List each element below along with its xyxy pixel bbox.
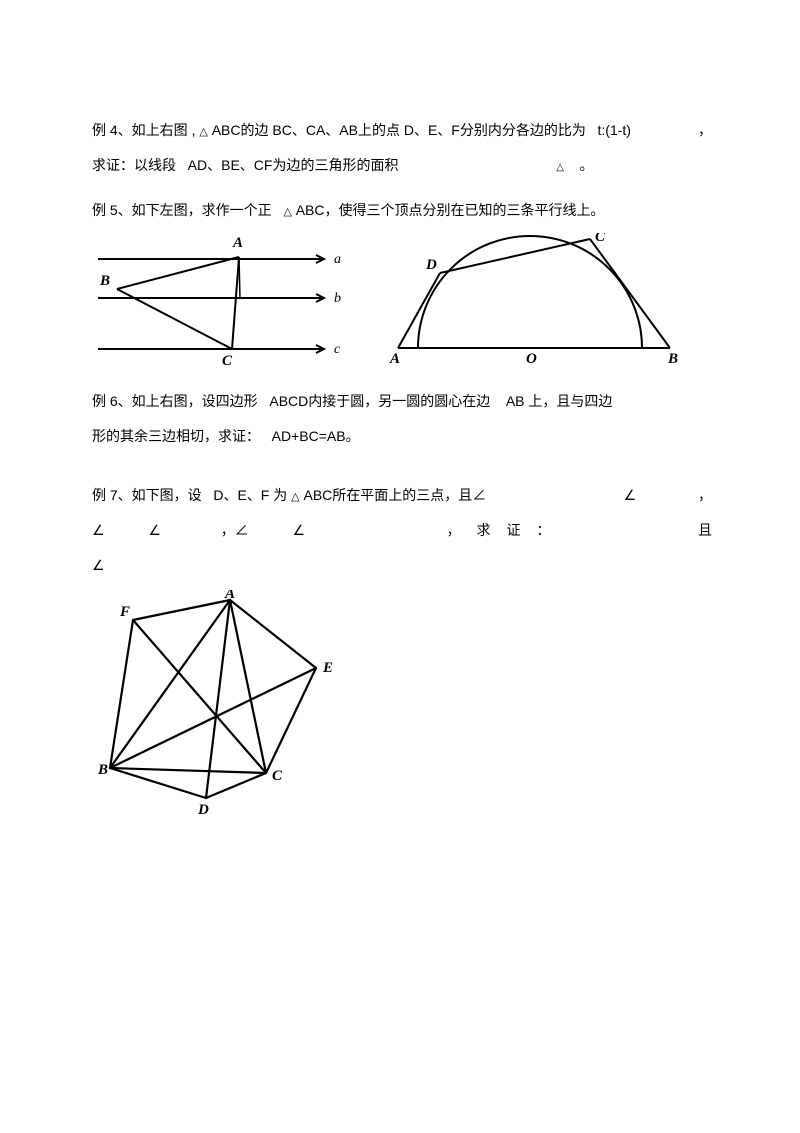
ex5-l1-c: ABC，使得三个顶点分别在已知的三条平行线上。 [296,202,605,218]
ex4-l2-a: 求证：以线段 [92,157,176,173]
ex7-l2-a: ∠ [92,522,105,538]
figure-row-1: A B C a b c A [92,233,712,368]
figure-hexagon: A B C D E F [98,590,712,820]
ex7-l2-f: 且 [698,522,712,538]
ex4-l2-c: △ [556,162,564,173]
ex7-l1-d: ABC所在平面上的三点，且∠ [304,487,487,503]
ex6-l2-b: AD+BC=AB。 [272,428,360,444]
ex4-l1-a: 例 4、如上右图 , [92,122,195,138]
ex7-l1-e: ∠ [624,487,637,503]
figure-semicircle-quad: A B O D C [380,233,688,368]
ex7-line1: 例 7、如下图，设 D、E、F 为 △ ABC所在平面上的三点，且∠ ∠ ， [92,480,712,511]
ex7-l1-a: 例 7、如下图，设 [92,487,202,503]
fig3-label-C: C [272,768,283,784]
ex6-line1: 例 6、如上右图，设四边形 ABCD内接于圆，另一圆的圆心在边 AB 上，且与四… [92,386,712,417]
fig3-label-A: A [224,590,235,602]
fig2-label-A: A [389,351,400,367]
fig3-label-F: F [119,604,130,620]
ex4-l1-b: △ [199,126,207,138]
fig2-label-B: B [667,351,678,367]
ex7-l2-b: ∠ [148,522,161,538]
ex4-l2-b: AD、BE、CF为边的三角形的面积 [188,157,399,173]
ex4-l1-c: ABC的边 BC、CA、AB上的点 D、E、F分别内分各边的比为 [212,122,586,138]
ex7-l2-c: ，∠ [221,522,249,538]
ex4-line2: 求证：以线段 AD、BE、CF为边的三角形的面积 △ 。 [92,150,712,181]
fig2-label-C: C [595,233,606,245]
ex7-l1-f: ， [698,487,712,503]
fig3-label-D: D [197,802,209,818]
ex4-line1: 例 4、如上右图 , △ ABC的边 BC、CA、AB上的点 D、E、F分别内分… [92,115,712,146]
ex7-l1-c: △ [291,491,299,503]
ex4-l2-d: 。 [580,157,594,173]
ex6-l1-a: 例 6、如上右图，设四边形 [92,393,258,409]
fig2-label-O: O [526,351,537,367]
fig1-label-c: c [334,342,341,357]
ex4-l1-d: t:(1-t) [598,122,631,138]
fig1-label-C: C [222,353,233,368]
document-page: 例 4、如上右图 , △ ABC的边 BC、CA、AB上的点 D、E、F分别内分… [0,0,800,820]
fig1-label-A: A [232,235,243,251]
fig2-label-D: D [425,257,437,273]
ex4-l1-e: ， [698,115,712,146]
ex6-l1-b: ABCD内接于圆，另一圆的圆心在边 [269,393,490,409]
fig1-label-b: b [334,291,341,306]
ex6-l2-a: 形的其余三边相切，求证： [92,428,260,444]
ex7-l3-a: ∠ [92,557,105,573]
fig3-label-E: E [322,660,333,676]
figure-parallel-lines: A B C a b c [92,233,350,368]
ex6-line2: 形的其余三边相切，求证： AD+BC=AB。 [92,421,712,452]
fig3-label-B: B [98,762,108,778]
ex7-l1-b: D、E、F 为 [213,487,287,503]
ex7-l2-e: ， 求 证 ： [447,522,557,538]
fig1-label-a: a [334,252,341,267]
ex7-l2-d: ∠ [292,522,305,538]
ex7-line2: ∠ ∠ ，∠ ∠ ， 求 证 ： 且 [92,515,712,546]
fig1-label-B: B [99,273,110,289]
ex7-line3: ∠ [92,550,712,581]
ex5-l1-b: △ [283,206,291,218]
ex5-line1: 例 5、如下左图，求作一个正 △ ABC，使得三个顶点分别在已知的三条平行线上。 [92,195,712,226]
ex6-l1-c: AB 上，且与四边 [506,393,613,409]
ex5-l1-a: 例 5、如下左图，求作一个正 [92,202,272,218]
